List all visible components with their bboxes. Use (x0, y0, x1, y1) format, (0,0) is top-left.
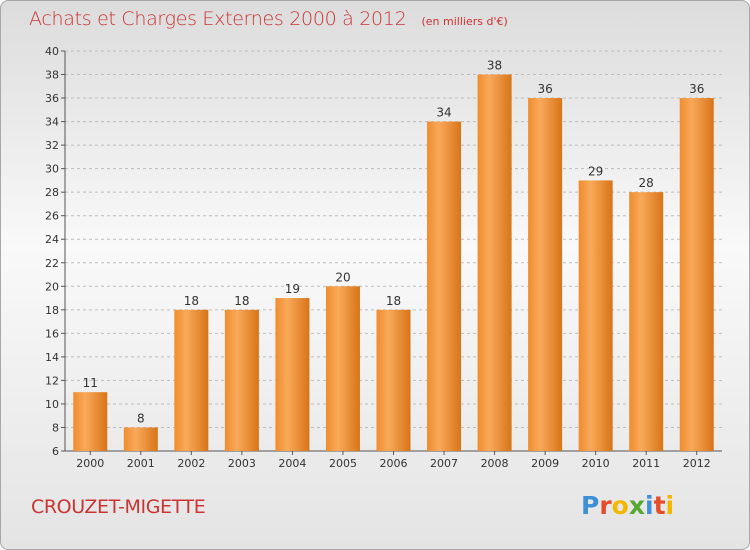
bar (174, 309, 209, 451)
y-tick-label: 16 (45, 327, 59, 340)
logo-letter: o (611, 491, 629, 520)
y-tick-label: 10 (45, 398, 59, 411)
bar-value-label: 19 (285, 282, 300, 296)
bar (679, 98, 714, 451)
bars (73, 74, 714, 452)
bar (528, 98, 563, 451)
bar-value-label: 11 (83, 376, 98, 390)
bar (275, 298, 310, 451)
y-tick-label: 24 (45, 233, 59, 246)
bar (123, 427, 158, 451)
x-tick-label: 2008 (481, 457, 509, 470)
bar (376, 309, 411, 451)
x-tick-label: 2007 (430, 457, 458, 470)
bar-value-label: 34 (436, 106, 451, 120)
bar-value-label: 36 (689, 82, 704, 96)
logo-letter: t (653, 491, 666, 520)
x-tick-label: 2009 (531, 457, 559, 470)
y-tick-label: 28 (45, 186, 59, 199)
logo-letter: x (628, 491, 645, 520)
bar-value-label: 8 (137, 411, 145, 425)
y-tick-label: 36 (45, 92, 59, 105)
x-tick-label: 2002 (177, 457, 205, 470)
y-tick-label: 18 (45, 304, 59, 317)
bar (578, 180, 613, 452)
logo-letter: i (645, 491, 654, 520)
bar (224, 309, 259, 451)
bar-value-label: 20 (335, 270, 350, 284)
x-tick-label: 2005 (329, 457, 357, 470)
x-tick-label: 2000 (76, 457, 104, 470)
logo-letter: i (665, 491, 675, 520)
commune-name: CROUZET-MIGETTE (31, 496, 206, 518)
title-row: Achats et Charges Externes 2000 à 2012 (… (29, 8, 508, 30)
x-tick-label: 2001 (127, 457, 155, 470)
bar (629, 192, 664, 452)
x-tick-label: 2003 (228, 457, 256, 470)
chart-unit: (en milliers d'€) (421, 15, 508, 28)
bar (427, 121, 462, 452)
bar-value-label: 18 (386, 294, 401, 308)
data-labels: 11 8 18 18 19 20 18 34 38 36 29 28 36 (83, 59, 705, 426)
bar-value-label: 28 (639, 176, 654, 190)
bar-value-label: 29 (588, 164, 603, 178)
y-tick-label: 32 (45, 139, 59, 152)
x-tick-label: 2004 (278, 457, 306, 470)
y-tick-label: 30 (45, 163, 59, 176)
bar (73, 392, 108, 451)
x-tick-label: 2010 (582, 457, 610, 470)
y-tick-label: 6 (52, 445, 59, 458)
y-tick-label: 26 (45, 210, 59, 223)
chart-title: Achats et Charges Externes 2000 à 2012 (29, 8, 407, 30)
y-tick-label: 14 (45, 351, 59, 364)
y-tick-label: 34 (45, 116, 59, 129)
logo-letter: r (599, 491, 612, 520)
bar (325, 286, 360, 451)
logo-letter: P (581, 491, 600, 520)
bar-value-label: 18 (184, 294, 199, 308)
y-tick-label: 12 (45, 374, 59, 387)
bar-value-label: 38 (487, 59, 502, 73)
x-tick-label: 2011 (632, 457, 660, 470)
y-tick-label: 40 (45, 45, 59, 58)
y-tick-label: 20 (45, 280, 59, 293)
bar (477, 74, 512, 451)
bar-value-label: 18 (234, 294, 249, 308)
y-tick-label: 8 (52, 421, 59, 434)
x-tick-label: 2012 (683, 457, 711, 470)
y-tick-label: 38 (45, 69, 59, 82)
y-tick-label: 22 (45, 257, 59, 270)
bar-value-label: 36 (537, 82, 552, 96)
x-tick-label: 2006 (380, 457, 408, 470)
proxiti-logo[interactable]: Proxiti (581, 491, 674, 520)
